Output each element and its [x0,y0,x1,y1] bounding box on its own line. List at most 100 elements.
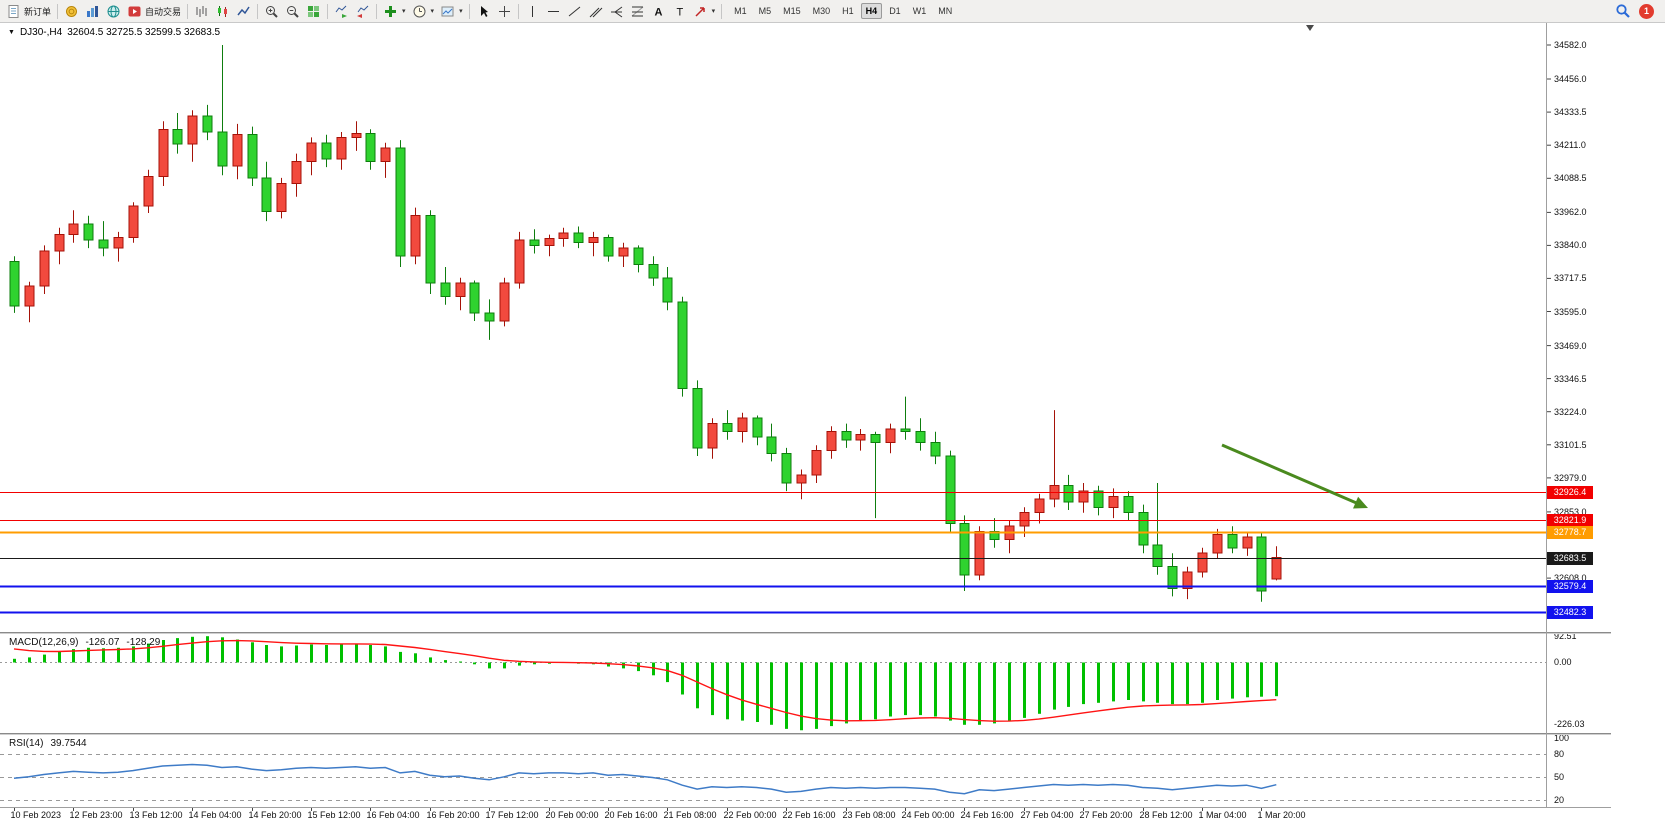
svg-text:A: A [654,6,662,18]
chart-title: ▼ DJ30-,H4 32604.5 32725.5 32599.5 32683… [8,27,220,38]
timeframe-m30-button[interactable]: M30 [812,6,831,16]
channel-button[interactable] [585,1,606,22]
text-button[interactable]: A [648,1,669,22]
trend-arrow-head [1353,496,1368,509]
coin-button[interactable] [61,1,82,22]
auto-trading-button[interactable]: 自动交易 [124,1,184,22]
toolbar-separator [327,3,329,19]
horizontal-line-icon [547,10,559,12]
price-scale-separator[interactable] [1546,23,1547,807]
fibonacci-button[interactable] [627,1,648,22]
toolbar-separator [468,3,470,19]
chart-shift-marker[interactable] [1306,25,1314,31]
add-indicator-icon [385,5,397,17]
arrow-tool-icon [695,6,705,17]
time-axis-separator [0,807,1611,808]
svg-text:T: T [676,6,683,18]
panel-splitter-macd[interactable] [0,632,1611,634]
zoom-in-button[interactable] [261,1,282,22]
timeframe-h1-button[interactable]: H1 [842,6,854,16]
zoom-in-icon [266,5,278,18]
new-order-icon [8,4,19,18]
text-icon: A [654,6,662,18]
zoom-out-button[interactable] [282,1,303,22]
timeframe-group: M1 M5 M15 M30 H1 H4 D1 W1 MN [729,3,957,19]
timeframe-d1-button[interactable]: D1 [889,6,901,16]
new-order-label: 新订单 [24,6,52,17]
toolbar: 新订单 自动交易 ▾ ▾ [0,0,1665,23]
chevron-down-icon: ▾ [402,8,406,15]
macd-value-main: -126.07 [85,637,120,648]
auto-trading-icon [128,6,141,16]
rsi-name: RSI(14) [9,738,44,749]
coin-icon [66,5,78,17]
label-icon: T [676,6,683,18]
chevron-down-icon: ▾ [711,8,716,15]
timeframe-m5-button[interactable]: M5 [758,6,772,16]
toolbar-separator [517,3,519,19]
toolbar-separator [376,3,378,19]
chart-shift-icon [357,5,369,18]
cursor-icon [480,5,488,17]
toolbar-right: 1 [1615,3,1662,19]
globe-icon [107,5,120,17]
notification-count: 1 [1643,6,1649,16]
macd-name: MACD(12,26,9) [9,637,79,648]
globe-button[interactable] [103,1,124,22]
equidistant-channel-icon [589,7,602,17]
cursor-button[interactable] [473,1,494,22]
rsi-value: 39.7544 [50,738,87,749]
toolbar-separator [257,3,259,19]
tile-windows-icon [308,5,320,17]
symbol-period-label: DJ30-,H4 [19,27,63,38]
timeframe-h4-button[interactable]: H4 [860,3,883,19]
candlestick-chart-type-button[interactable] [212,1,233,22]
stats-icon [87,5,99,17]
clock-icon [413,5,426,17]
trendline-icon [568,6,580,16]
vertical-line-button[interactable] [522,1,543,22]
andrews-pitchfork-icon [610,6,622,17]
search-icon[interactable] [1615,3,1631,19]
crosshair-icon [498,5,510,17]
rsi-header: RSI(14) 39.7544 [9,738,87,749]
trendline-button[interactable] [564,1,585,22]
horizontal-line-button[interactable] [543,1,564,22]
one-click-trading-toggle[interactable]: ▼ [8,29,15,36]
toolbar-separator [187,3,189,19]
timeframe-m15-button[interactable]: M15 [783,6,801,16]
timeframe-w1-button[interactable]: W1 [912,6,927,16]
line-chart-icon [237,6,250,15]
periods-button[interactable]: ▾ [409,1,438,22]
stats-button[interactable] [82,1,103,22]
templates-button[interactable]: ▾ [437,1,466,22]
notification-badge[interactable]: 1 [1639,3,1654,19]
toolbar-separator [721,3,723,19]
timeframe-mn-button[interactable]: MN [938,6,953,16]
bar-chart-type-button[interactable] [191,1,212,22]
zoom-out-icon [287,5,299,18]
indicators-button[interactable]: ▾ [380,1,409,22]
bar-chart-icon [196,5,207,17]
ohlc-values: 32604.5 32725.5 32599.5 32683.5 [67,27,221,38]
panel-splitter-rsi[interactable] [0,733,1611,735]
auto-scroll-button[interactable] [331,1,352,22]
macd-value-signal: -128.29 [126,637,161,648]
chart-shift-button[interactable] [352,1,373,22]
pitchfork-button[interactable] [606,1,627,22]
line-chart-type-button[interactable] [233,1,254,22]
macd-header: MACD(12,26,9) -126.07 -128.29 [9,637,160,648]
timeframe-m1-button[interactable]: M1 [734,6,747,16]
trend-arrow [1221,443,1360,506]
crosshair-button[interactable] [494,1,515,22]
arrows-button[interactable]: ▾ [690,1,719,22]
label-button[interactable]: T [669,1,690,22]
vertical-line-icon [531,5,533,17]
auto-trading-label: 自动交易 [145,6,182,17]
template-icon [441,6,454,16]
tile-windows-button[interactable] [303,1,324,22]
toolbar-separator [57,3,59,19]
new-order-button[interactable]: 新订单 [3,1,54,22]
